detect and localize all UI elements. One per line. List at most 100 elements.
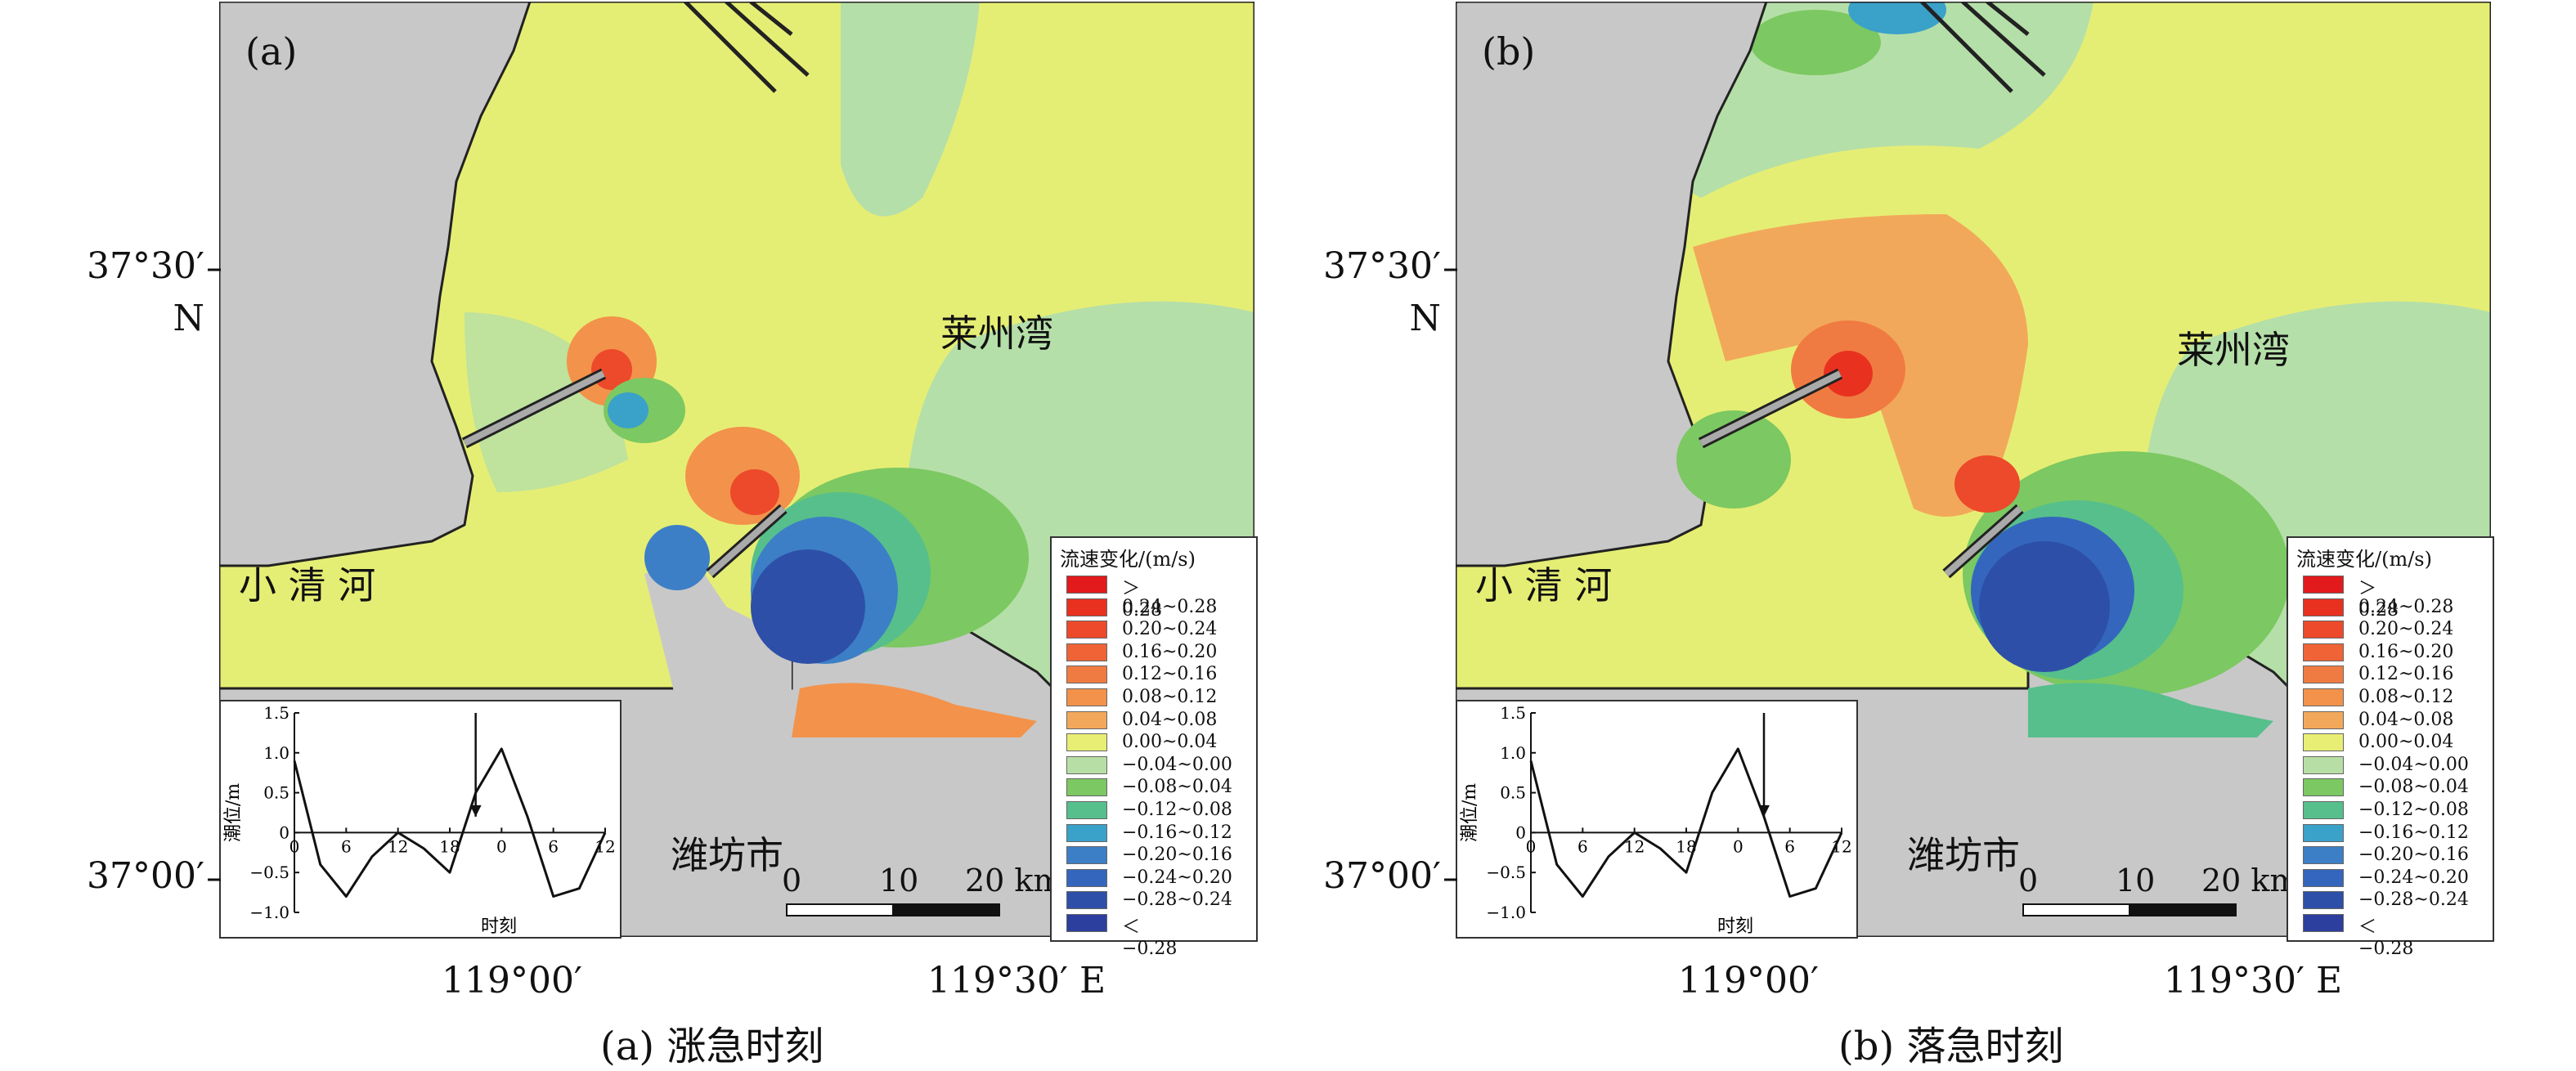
legend-swatch <box>2303 710 2344 729</box>
legend-swatch <box>1066 778 1107 797</box>
tide-xtick-label: 6 <box>1784 836 1795 856</box>
legend-title-a: 流速变化/(m/s) <box>1060 548 1196 571</box>
tide-ylabel: 潮位/m <box>1460 783 1480 842</box>
legend-label: 0.08~0.12 <box>1122 687 1218 707</box>
tide-xlabel: 时刻 <box>481 916 517 937</box>
legend-label: −0.16~0.12 <box>2358 822 2469 843</box>
panel-label-a: (a) <box>245 29 298 74</box>
legend-swatch <box>1066 621 1107 639</box>
place-weifang-b: 潍坊市 <box>1907 833 2020 877</box>
legend-label: −0.24~0.20 <box>2358 867 2469 888</box>
tide-xtick-label: 6 <box>1577 836 1588 856</box>
tide-xtick-label: 0 <box>1733 836 1744 856</box>
caption-a: (a) 涨急时刻 <box>600 1024 824 1069</box>
legend-label: −0.04~0.00 <box>2358 754 2469 775</box>
lon-label-119-00-a: 119°00′ <box>442 960 582 1002</box>
lat-label-37-30-b: 37°30′ <box>1323 245 1441 287</box>
legend-swatch <box>1066 846 1107 865</box>
legend-swatch <box>2303 665 2344 684</box>
legend-swatch <box>2303 868 2344 887</box>
legend-swatch <box>2303 846 2344 865</box>
lat-label-37-00-a: 37°00′ <box>87 855 204 897</box>
legend-swatch <box>1066 868 1107 887</box>
tide-xtick-label: 0 <box>1526 836 1537 856</box>
caption-b: (b) 落急时刻 <box>1838 1024 2064 1069</box>
panel-label-b: (b) <box>1482 29 1536 74</box>
legend-label: −0.04~0.00 <box>1122 754 1232 775</box>
tide-marker-head <box>469 804 482 817</box>
legend-label: −0.08~0.04 <box>1122 777 1232 798</box>
legend-label: −0.24~0.20 <box>1122 867 1232 888</box>
legend-swatch <box>1066 710 1107 729</box>
legend-a: 流速变化/(m/s) ＞0.28 0.24~0.28 0.20~0.24 0.16~0… <box>1050 536 1258 959</box>
legend-swatch <box>1066 598 1107 616</box>
lat-label-n-a: N <box>173 298 205 339</box>
legend-swatch <box>2303 733 2344 752</box>
legend-swatch <box>2303 914 2344 932</box>
legend-label: −0.12~0.08 <box>1122 800 1232 820</box>
tide-curve <box>1529 747 1843 898</box>
legend-swatch <box>1066 801 1107 819</box>
legend-label: 0.16~0.20 <box>1122 641 1218 662</box>
tide-ytick-label: 1.5 <box>263 703 289 723</box>
legend-label: 0.12~0.16 <box>2358 664 2454 685</box>
legend-swatch <box>1066 576 1107 594</box>
lon-label-119-30-a: 119°30′ E <box>927 960 1106 1002</box>
legend-swatch <box>1066 891 1107 910</box>
place-xiaoqing-a: 小 清 河 <box>239 563 376 607</box>
lat-ticks-a <box>208 268 221 881</box>
tide-ytick-label: −1.0 <box>249 903 289 922</box>
tide-xtick-label: 0 <box>289 836 300 856</box>
legend-swatch <box>1066 688 1107 706</box>
legend-label: ＞0.28 <box>2358 579 2399 621</box>
tide-ytick-label: 1.0 <box>1500 743 1526 763</box>
legend-label: −0.28~0.24 <box>1122 890 1232 911</box>
tide-ytick-label: −1.0 <box>1486 903 1526 922</box>
legend-label: 0.16~0.20 <box>2358 641 2454 662</box>
legend-label: −0.12~0.08 <box>2358 800 2469 820</box>
tide-xtick-label: 6 <box>548 836 559 856</box>
legend-label: 0.00~0.04 <box>2358 732 2454 753</box>
scale-label-20-a: 20 km <box>965 863 1063 898</box>
legend-label: 0.04~0.08 <box>2358 709 2454 730</box>
scale-label-0-a: 0 <box>782 863 802 898</box>
legend-swatch <box>1066 914 1107 932</box>
tide-ytick-label: 0.5 <box>1500 783 1526 803</box>
tide-xtick-label: 6 <box>341 836 352 856</box>
place-laizhou-b: 莱州湾 <box>2177 328 2290 372</box>
legend-label: −0.28~0.24 <box>2358 890 2469 911</box>
legend-title-b: 流速变化/(m/s) <box>2296 548 2432 571</box>
legend-swatch <box>2303 643 2344 661</box>
scale-label-0-b: 0 <box>2018 863 2039 898</box>
legend-swatch <box>2303 891 2344 910</box>
legend-label: 0.24~0.28 <box>2358 596 2454 617</box>
legend-label: −0.20~0.16 <box>1122 845 1232 866</box>
tide-ytick-label: 0 <box>279 822 289 842</box>
legend-swatch <box>1066 643 1107 661</box>
legend-swatch <box>1066 733 1107 752</box>
place-laizhou-a: 莱州湾 <box>940 311 1053 356</box>
scale-bar-b <box>2022 903 2237 916</box>
tide-xtick-label: 0 <box>496 836 507 856</box>
scale-bar-a <box>786 903 1000 916</box>
legend-label: ＞0.28 <box>1122 579 1162 621</box>
tide-xlabel: 时刻 <box>1717 916 1753 937</box>
lon-label-119-00-b: 119°00′ <box>1678 960 1819 1002</box>
legend-swatch <box>1066 665 1107 684</box>
legend-b: 流速变化/(m/s) ＞0.28 0.24~0.28 0.20~0.24 0.16~0… <box>2287 536 2494 959</box>
tide-curve <box>293 747 607 898</box>
tide-ytick-label: 1.0 <box>263 743 289 763</box>
lat-label-37-30-a: 37°30′ <box>87 245 204 287</box>
lon-label-119-30-b: 119°30′ E <box>2164 960 2343 1002</box>
tide-ytick-label: −0.5 <box>249 863 289 882</box>
legend-label: 0.24~0.28 <box>1122 596 1218 617</box>
legend-label: 0.20~0.24 <box>1122 619 1218 640</box>
lat-label-n-b: N <box>1409 298 1442 339</box>
legend-swatch <box>2303 621 2344 639</box>
tide-ytick-label: 0.5 <box>263 783 289 803</box>
legend-label: −0.16~0.12 <box>1122 822 1232 843</box>
scale-label-20-b: 20 km <box>2201 863 2300 898</box>
legend-swatch <box>2303 823 2344 842</box>
